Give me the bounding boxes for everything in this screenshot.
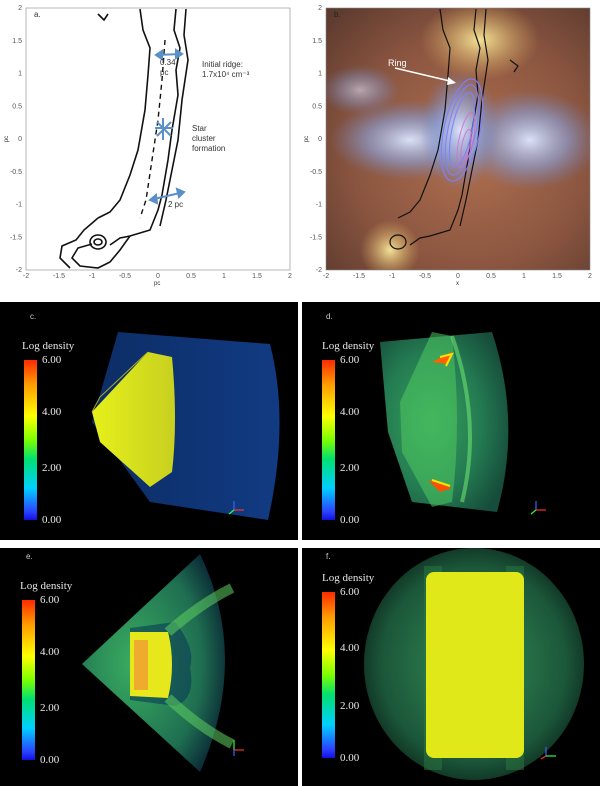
y-tick-label: -1 bbox=[316, 202, 322, 209]
y-tick-label: 1.5 bbox=[312, 38, 322, 45]
y-tick-label: -1.5 bbox=[10, 234, 22, 241]
panel-f: Log density f. 6.00 4.00 2.00 0.00 bbox=[302, 548, 600, 786]
panel-f-tick-2: 2.00 bbox=[340, 700, 360, 712]
panel-a-ridge-line1: Initial ridge: bbox=[202, 60, 243, 69]
y-tick-label: 2 bbox=[18, 5, 22, 12]
x-tick-label: 0.5 bbox=[186, 273, 196, 280]
panel-c-axis-triad bbox=[226, 498, 248, 518]
x-tick-label: 0.5 bbox=[486, 273, 496, 280]
x-tick-label: -1 bbox=[89, 273, 95, 280]
x-tick-label: -1 bbox=[389, 273, 395, 280]
y-tick-label: -2 bbox=[16, 267, 22, 274]
x-tick-label: 2 bbox=[588, 273, 592, 280]
x-tick-label: -2 bbox=[23, 273, 29, 280]
panel-a-label: a. bbox=[34, 10, 41, 19]
x-tick-label: 0 bbox=[456, 273, 460, 280]
x-tick-label: 1 bbox=[522, 273, 526, 280]
panel-a-x-ticks: -2 -1.5 -1 -0.5 0 0.5 1 1.5 2 bbox=[23, 273, 292, 280]
panel-d-colorbar bbox=[322, 360, 335, 520]
x-tick-label: 0 bbox=[156, 273, 160, 280]
panel-e-tick-2: 2.00 bbox=[40, 702, 60, 714]
x-tick-label: 1.5 bbox=[552, 273, 562, 280]
panel-d-colorbar-title: Log density bbox=[322, 340, 375, 352]
panel-c-tick-2: 2.00 bbox=[42, 462, 62, 474]
panel-c-tick-6: 6.00 bbox=[42, 354, 62, 366]
panel-b-label: b. bbox=[334, 10, 341, 19]
panel-b-y-ticks: 2 1.5 1 0.5 0 -0.5 -1 -1.5 -2 bbox=[310, 5, 322, 274]
panel-d-label: d. bbox=[326, 312, 333, 321]
x-tick-label: 2 bbox=[288, 273, 292, 280]
panel-e-axis-triad bbox=[226, 738, 248, 762]
y-tick-label: 0 bbox=[18, 136, 22, 143]
panel-a-y-ticks: 2 1.5 1 0.5 0 -0.5 -1 -1.5 -2 bbox=[10, 5, 22, 274]
x-tick-label: 1 bbox=[222, 273, 226, 280]
x-tick-label: -1.5 bbox=[353, 273, 365, 280]
panel-a-ridge-line2: 1.7x10⁴ cm⁻³ bbox=[202, 70, 250, 79]
panel-b-x-ticks: -2 -1.5 -1 -0.5 0 0.5 1 1.5 2 bbox=[323, 273, 592, 280]
panel-c-label: c. bbox=[30, 312, 37, 321]
y-tick-label: 2 bbox=[318, 5, 322, 12]
panel-e-tick-0: 0.00 bbox=[40, 754, 60, 766]
y-tick-label: 0.5 bbox=[312, 103, 322, 110]
panel-b: -2 -1.5 -1 -0.5 0 0.5 1 1.5 2 2 1.5 1 0.5 0 -0.5 -1 -1.… bbox=[300, 0, 600, 295]
panel-f-colorbar bbox=[322, 592, 335, 758]
panel-e-render bbox=[82, 554, 235, 772]
panel-c-render bbox=[91, 332, 280, 520]
y-tick-label: -1 bbox=[16, 202, 22, 209]
panel-e-tick-4: 4.00 bbox=[40, 646, 60, 658]
panel-a-ylabel: pc bbox=[4, 135, 11, 143]
panel-f-render bbox=[364, 548, 584, 780]
panel-d-tick-6: 6.00 bbox=[340, 354, 360, 366]
panel-f-label: f. bbox=[326, 552, 331, 561]
panel-a-xlabel: pc bbox=[154, 281, 161, 287]
panel-a: -2 -1.5 -1 -0.5 0 0.5 1 1.5 2 2 1.5 1 0.5 0 -0.5 -1 -1.… bbox=[0, 0, 300, 295]
panel-a-width-top-unit: pc bbox=[160, 68, 169, 77]
x-tick-label: -2 bbox=[323, 273, 329, 280]
panel-f-colorbar-title: Log density bbox=[322, 572, 375, 584]
y-tick-label: 1 bbox=[18, 71, 22, 78]
y-tick-label: 0.5 bbox=[12, 103, 22, 110]
y-tick-label: -1.5 bbox=[310, 234, 322, 241]
panel-e-label: e. bbox=[26, 552, 33, 561]
y-tick-label: -0.5 bbox=[310, 169, 322, 176]
panel-a-width-bottom: 2 pc bbox=[168, 200, 184, 209]
panel-e: e. Log density 6.00 4.00 2.00 0.00 bbox=[0, 548, 298, 786]
panel-c-tick-0: 0.00 bbox=[42, 514, 62, 526]
panel-d-tick-0: 0.00 bbox=[340, 514, 360, 526]
panel-c-colorbar-title: Log density bbox=[22, 340, 75, 352]
panel-d-tick-2: 2.00 bbox=[340, 462, 360, 474]
panel-a-star-line3: formation bbox=[192, 144, 226, 153]
y-tick-label: 0 bbox=[318, 136, 322, 143]
y-tick-label: -2 bbox=[316, 267, 322, 274]
panel-e-tick-6: 6.00 bbox=[40, 594, 60, 606]
panel-a-width-top: 0.34 bbox=[160, 58, 176, 67]
y-tick-label: 1.5 bbox=[12, 38, 22, 45]
x-tick-label: 1.5 bbox=[252, 273, 262, 280]
y-tick-label: -0.5 bbox=[10, 169, 22, 176]
panel-d-tick-4: 4.00 bbox=[340, 406, 360, 418]
panel-f-tick-4: 4.00 bbox=[340, 642, 360, 654]
panel-c-tick-4: 4.00 bbox=[42, 406, 62, 418]
panel-c: c. Log density 6.00 4.00 2.00 0.00 bbox=[0, 302, 298, 540]
panel-b-ring-label: Ring bbox=[388, 58, 407, 68]
panel-f-tick-6: 6.00 bbox=[340, 586, 360, 598]
x-tick-label: -1.5 bbox=[53, 273, 65, 280]
panel-d-render bbox=[380, 332, 509, 512]
panel-f-axis-triad bbox=[538, 744, 560, 764]
y-tick-label: 1 bbox=[318, 71, 322, 78]
panel-a-plot: -2 -1.5 -1 -0.5 0 0.5 1 1.5 2 2 1.5 1 0.5 0 -0.5 -1 -1.… bbox=[10, 5, 292, 280]
panel-b-xlabel: x bbox=[456, 281, 459, 287]
panel-d: d. Log density 6.00 4.00 2.00 0.00 bbox=[302, 302, 600, 540]
panel-e-colorbar-title: Log density bbox=[20, 580, 73, 592]
panel-e-colorbar bbox=[22, 600, 35, 760]
x-tick-label: -0.5 bbox=[119, 273, 131, 280]
panel-c-colorbar bbox=[24, 360, 37, 520]
panel-b-ylabel: pc bbox=[304, 135, 311, 143]
x-tick-label: -0.5 bbox=[419, 273, 431, 280]
panel-b-plot: -2 -1.5 -1 -0.5 0 0.5 1 1.5 2 2 1.5 1 0.5 0 -0.5 -1 -1.… bbox=[310, 5, 592, 280]
panel-f-tick-0: 0.00 bbox=[340, 752, 360, 764]
panel-a-star-line2: cluster bbox=[192, 134, 216, 143]
panel-d-axis-triad bbox=[528, 498, 550, 518]
panel-a-star-line1: Star bbox=[192, 124, 207, 133]
